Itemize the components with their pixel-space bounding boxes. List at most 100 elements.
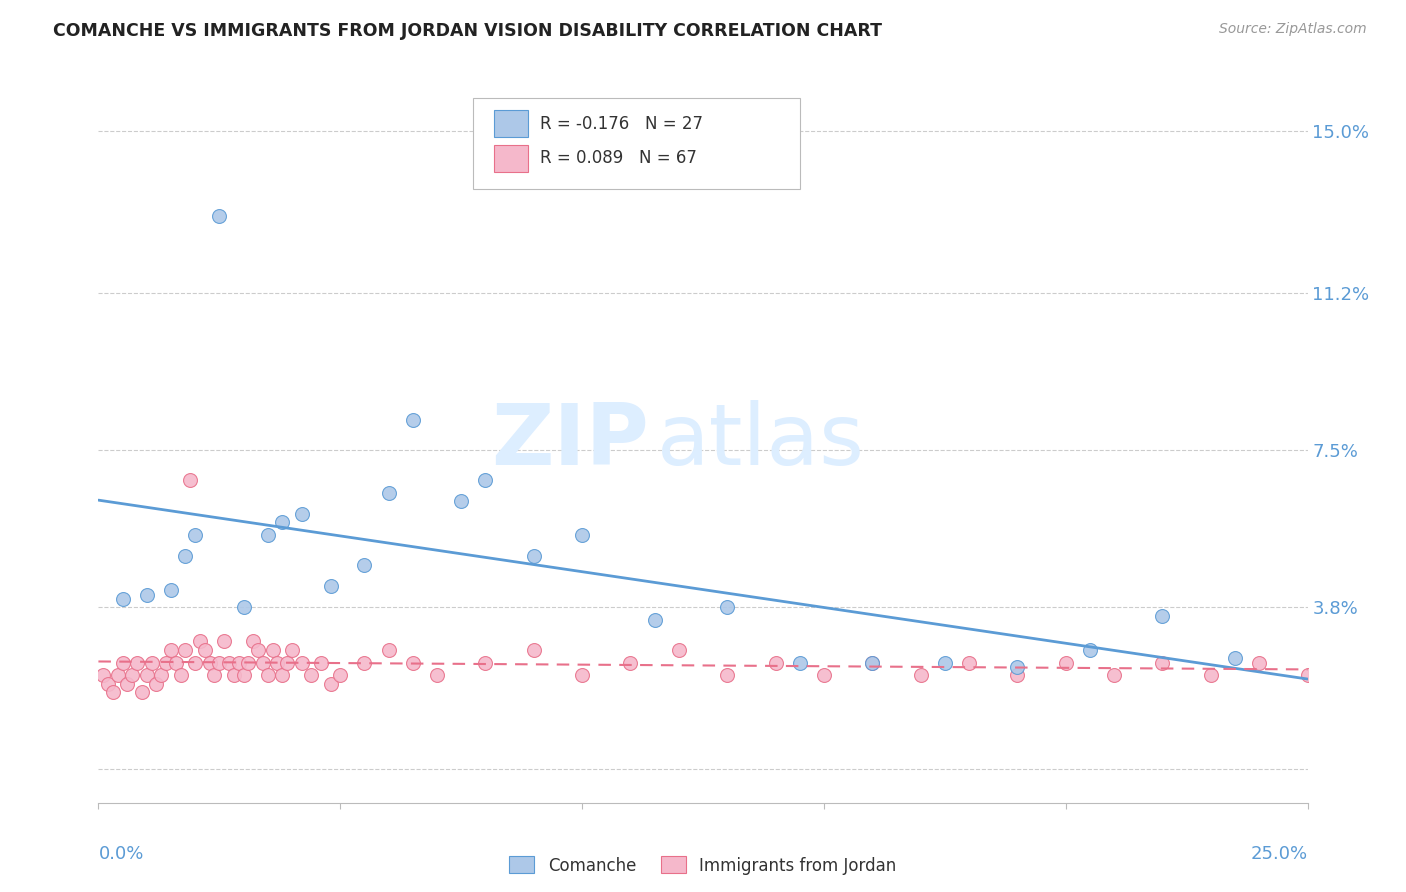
Point xyxy=(910,668,932,682)
Point xyxy=(789,656,811,670)
Point xyxy=(329,668,352,682)
Text: R = 0.089   N = 67: R = 0.089 N = 67 xyxy=(540,149,696,168)
Point xyxy=(1007,668,1029,682)
Point xyxy=(571,528,593,542)
Point xyxy=(238,656,260,670)
Point xyxy=(1152,656,1174,670)
Point xyxy=(619,656,641,670)
Point xyxy=(184,528,207,542)
Point xyxy=(127,656,149,670)
Point xyxy=(232,668,254,682)
Point xyxy=(91,668,114,682)
Point xyxy=(765,656,787,670)
Point xyxy=(174,642,197,657)
Point xyxy=(256,528,278,542)
Point xyxy=(309,656,332,670)
Text: COMANCHE VS IMMIGRANTS FROM JORDAN VISION DISABILITY CORRELATION CHART: COMANCHE VS IMMIGRANTS FROM JORDAN VISIO… xyxy=(53,22,883,40)
Point xyxy=(135,668,157,682)
Point xyxy=(716,668,738,682)
Point xyxy=(160,583,183,598)
Point xyxy=(169,668,191,682)
Point xyxy=(957,656,980,670)
Point xyxy=(474,656,496,670)
Point xyxy=(271,516,294,530)
Point xyxy=(160,642,183,657)
Point xyxy=(1102,668,1125,682)
Point xyxy=(934,656,956,670)
Point xyxy=(668,642,690,657)
Point xyxy=(252,656,274,670)
Point xyxy=(198,656,221,670)
Point xyxy=(860,656,883,670)
Point xyxy=(131,685,153,699)
Point xyxy=(101,685,124,699)
Point xyxy=(353,656,375,670)
Point xyxy=(208,656,231,670)
Point xyxy=(247,642,270,657)
Point xyxy=(212,634,235,648)
Point xyxy=(107,668,129,682)
Point xyxy=(145,677,167,691)
Text: 0.0%: 0.0% xyxy=(98,846,143,863)
Point xyxy=(426,668,449,682)
Point xyxy=(111,656,134,670)
Point xyxy=(402,413,425,427)
Point xyxy=(111,591,134,606)
Point xyxy=(188,634,211,648)
Point xyxy=(644,613,666,627)
Point xyxy=(1223,651,1246,665)
Point xyxy=(155,656,177,670)
Point xyxy=(1249,656,1271,670)
FancyBboxPatch shape xyxy=(494,110,527,137)
Point xyxy=(571,668,593,682)
Point xyxy=(228,656,250,670)
Point xyxy=(97,677,120,691)
Point xyxy=(242,634,264,648)
Point xyxy=(402,656,425,670)
Point xyxy=(281,642,304,657)
Point xyxy=(179,473,201,487)
Point xyxy=(271,668,294,682)
FancyBboxPatch shape xyxy=(494,145,527,172)
Point xyxy=(1078,642,1101,657)
Point xyxy=(813,668,835,682)
Point xyxy=(232,600,254,615)
Point xyxy=(208,209,231,223)
Point xyxy=(218,656,240,670)
FancyBboxPatch shape xyxy=(474,98,800,189)
Point xyxy=(1007,660,1029,674)
Text: 25.0%: 25.0% xyxy=(1250,846,1308,863)
Point xyxy=(266,656,288,670)
Point xyxy=(1199,668,1222,682)
Point xyxy=(121,668,143,682)
Point xyxy=(290,507,312,521)
Text: R = -0.176   N = 27: R = -0.176 N = 27 xyxy=(540,115,703,133)
Point xyxy=(194,642,217,657)
Point xyxy=(716,600,738,615)
Point xyxy=(353,558,375,572)
Point xyxy=(523,642,546,657)
Point xyxy=(165,656,187,670)
Text: Source: ZipAtlas.com: Source: ZipAtlas.com xyxy=(1219,22,1367,37)
Point xyxy=(135,588,157,602)
Point xyxy=(222,668,245,682)
Point xyxy=(319,677,342,691)
Point xyxy=(1054,656,1077,670)
Point xyxy=(174,549,197,564)
Text: atlas: atlas xyxy=(657,400,865,483)
Point xyxy=(1296,668,1319,682)
Point xyxy=(1152,608,1174,623)
Point xyxy=(184,656,207,670)
Point xyxy=(141,656,163,670)
Point xyxy=(256,668,278,682)
Point xyxy=(377,485,399,500)
Point xyxy=(150,668,173,682)
Point xyxy=(276,656,298,670)
Point xyxy=(117,677,139,691)
Point xyxy=(299,668,322,682)
Point xyxy=(860,656,883,670)
Point xyxy=(262,642,284,657)
Point xyxy=(204,668,226,682)
Point xyxy=(523,549,546,564)
Point xyxy=(450,494,472,508)
